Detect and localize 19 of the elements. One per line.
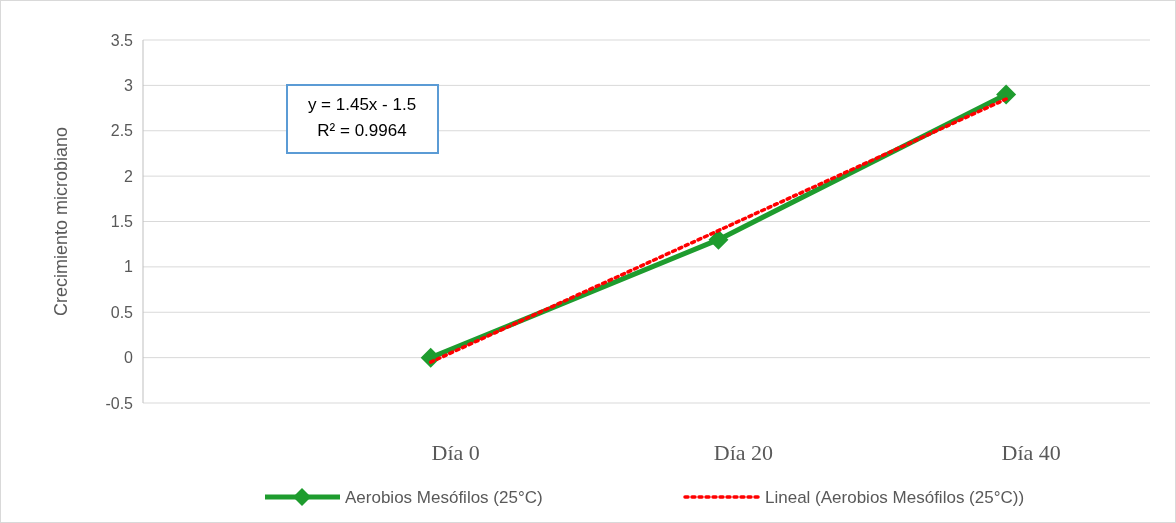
y-tick-label: 0.5 — [110, 303, 134, 321]
y-tick-label: 1 — [124, 258, 134, 276]
y-tick-label: 1.5 — [110, 213, 134, 231]
annotation: R² = 0.9964 — [317, 121, 407, 140]
y-tick-label: 3 — [124, 76, 134, 94]
legend-label: Aerobios Mesófilos (25°C) — [345, 487, 543, 507]
legend-label: Lineal (Aerobios Mesófilos (25°C)) — [765, 487, 1025, 507]
annotation: y = 1.45x - 1.5 — [307, 95, 417, 114]
y-axis-title: Crecimiento microbiano — [51, 126, 71, 317]
point — [996, 84, 1017, 105]
y-tick-label: -0.5 — [105, 394, 134, 412]
point — [708, 229, 729, 250]
y-tick-label: 0 — [124, 349, 134, 367]
x-tick-label: Día 0 — [431, 440, 480, 465]
x-tick-label: Día 20 — [713, 440, 774, 465]
y-tick-label: 2.5 — [110, 122, 134, 140]
x-tick-label: Día 40 — [1001, 440, 1061, 465]
y-tick-label: 2 — [124, 167, 134, 185]
y-tick-label: 3.5 — [110, 31, 134, 49]
